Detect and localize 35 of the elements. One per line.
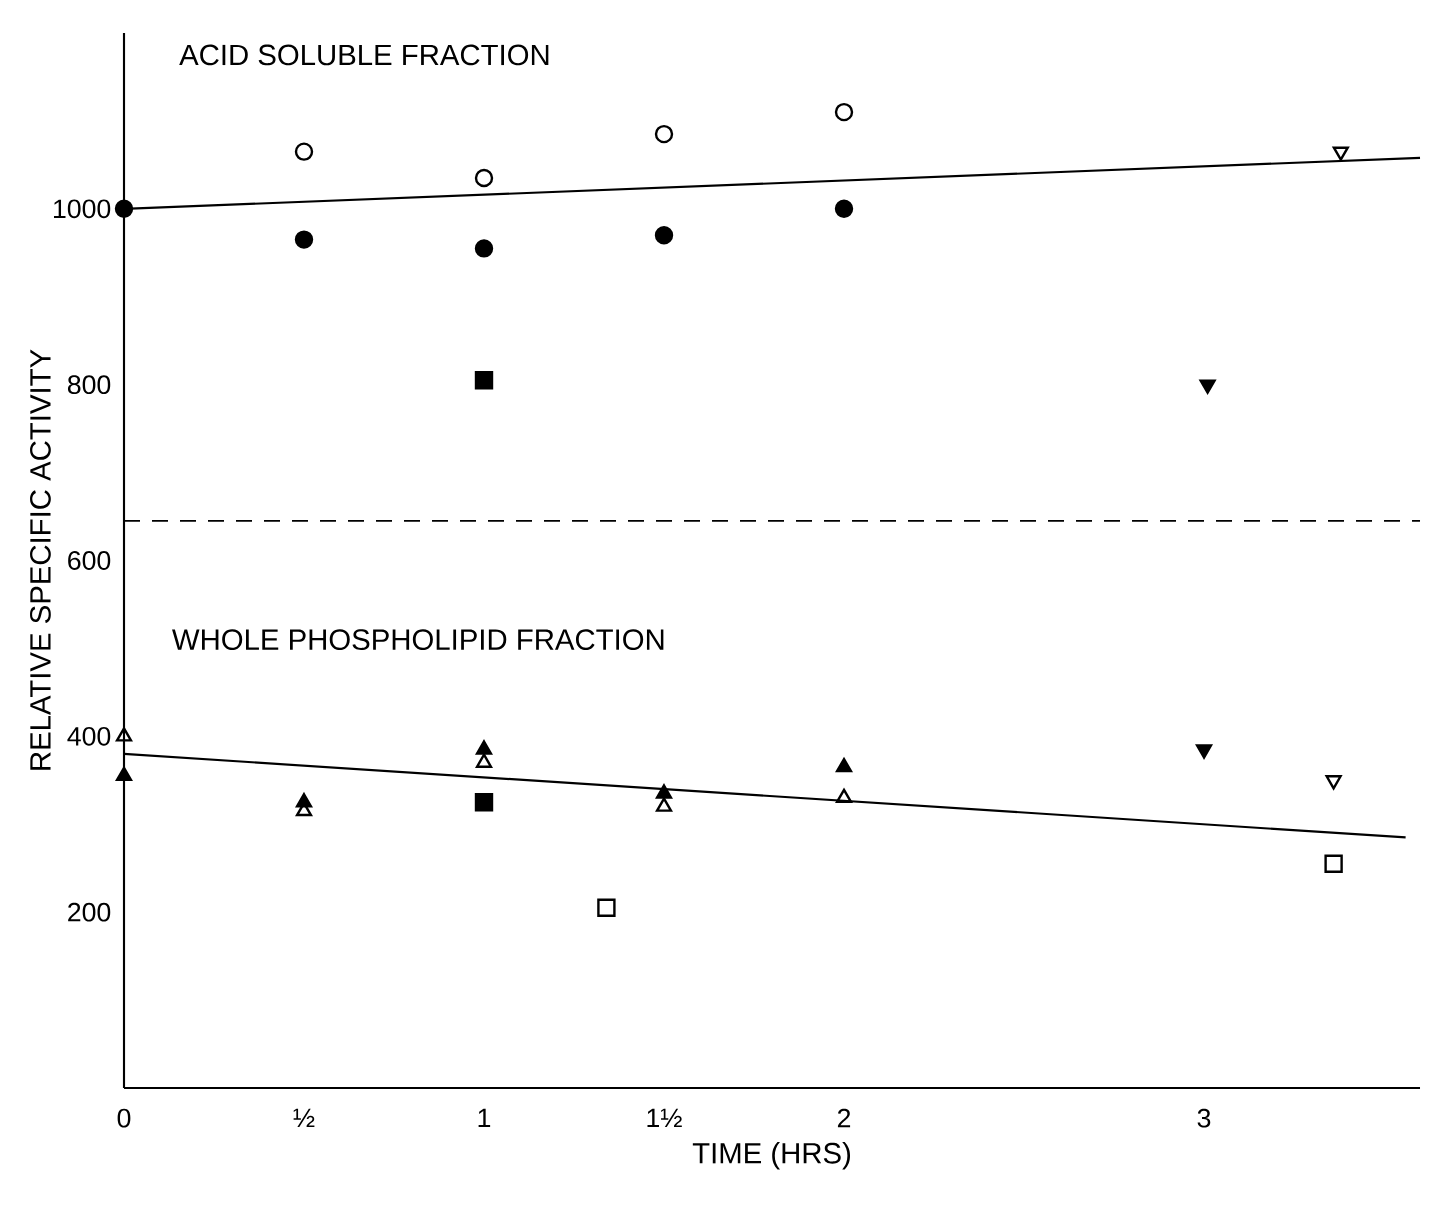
point (835, 757, 853, 773)
y-tick-label: 600 (68, 551, 111, 570)
point (474, 371, 494, 390)
point (474, 168, 494, 188)
x-tick-label: 1½ (647, 1108, 682, 1128)
point (654, 124, 674, 144)
point (114, 199, 134, 219)
point (655, 797, 673, 812)
point (1332, 146, 1349, 161)
point (835, 788, 853, 804)
point (597, 898, 616, 917)
point (475, 740, 493, 755)
point (475, 753, 493, 768)
y-tick-label: 800 (67, 375, 111, 395)
point (655, 784, 673, 799)
x-tick-label: 0 (117, 1108, 131, 1128)
point (294, 142, 314, 161)
point (834, 102, 854, 122)
annotation: ACID SOLUBLE FRACTION (179, 44, 549, 66)
point (474, 239, 494, 258)
x-tick-label: 2 (837, 1108, 851, 1128)
point (294, 230, 314, 249)
point (654, 226, 674, 245)
point (834, 199, 854, 219)
point (115, 766, 133, 782)
x-tick-label: 3 (1197, 1108, 1211, 1128)
y-axis-title: RELATIVE SPECIFIC ACTIVITY (30, 349, 51, 770)
y-tick-label: 400 (67, 726, 111, 746)
x-axis-title: TIME (HRS) (692, 1142, 851, 1170)
x-tick-label: ½ (293, 1108, 315, 1128)
annotation: WHOLE PHOSPHOLIPID FRACTION (172, 629, 664, 651)
y-tick-label: 200 (68, 902, 111, 922)
x-tick-label: 1 (478, 1108, 491, 1128)
point (115, 727, 133, 742)
y-tick-label: 1000 (54, 199, 111, 219)
